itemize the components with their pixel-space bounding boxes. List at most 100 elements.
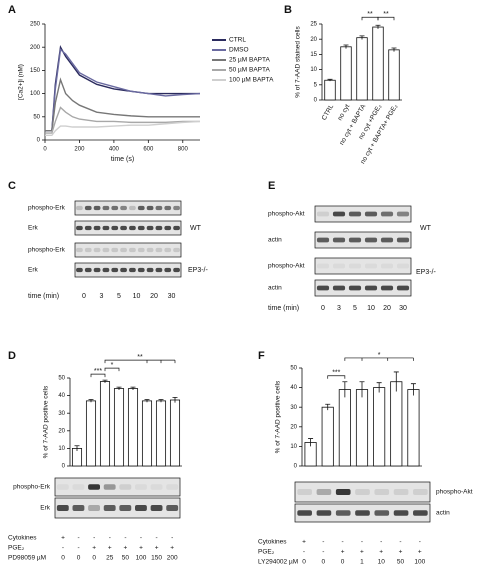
blot-band (380, 237, 394, 243)
error-bar (308, 438, 314, 447)
blot-strip (54, 477, 181, 497)
panel-letter: D (8, 350, 16, 362)
condition-label: LY294002 µM (258, 559, 298, 566)
bar (338, 389, 351, 467)
significance-bracket (104, 367, 120, 372)
blot-band (129, 205, 136, 211)
condition-cell: + (170, 545, 174, 552)
y-axis-label: % of 7-AAD stained cells (295, 25, 302, 97)
blot-band (332, 263, 346, 269)
error-bar (343, 44, 349, 49)
blot-band (316, 263, 330, 269)
y-axis-label: % of 7-AAD positive cells (275, 380, 282, 453)
blot-band (396, 237, 410, 243)
y-tick-label: 20 (290, 424, 297, 430)
error-bar (88, 399, 94, 403)
bar (373, 387, 386, 467)
blot-band (316, 285, 330, 291)
blot-band (146, 247, 154, 253)
bar (340, 46, 352, 101)
condition-cell: - (322, 539, 324, 546)
condition-cell: + (108, 545, 112, 552)
blot-band (137, 267, 145, 273)
y-tick-label: 10 (58, 446, 65, 452)
bar (155, 400, 167, 467)
blot-band (146, 205, 154, 211)
time-value: 5 (353, 305, 357, 312)
condition-cell: - (78, 545, 80, 552)
significance-label: ** (383, 11, 389, 18)
condition-cell: 100 (136, 555, 147, 562)
significance-label: * (378, 352, 381, 359)
blot-band (332, 237, 346, 243)
y-tick-label: 40 (290, 385, 297, 391)
blot-strip (314, 231, 412, 249)
blot-band (76, 205, 83, 211)
blot-band (84, 225, 92, 231)
y-tick-label: 50 (33, 114, 40, 120)
blot-band (93, 267, 101, 273)
error-bar (376, 382, 382, 393)
blot-band (380, 263, 394, 269)
error-bar (391, 47, 397, 52)
blot-band (72, 505, 85, 511)
blot-band (119, 484, 132, 490)
error-bar (327, 78, 333, 82)
bar (99, 381, 111, 467)
blot-band (374, 510, 390, 516)
bar (321, 406, 334, 467)
series-line (45, 106, 200, 134)
y-axis-label: % of 7-AAD positive cells (43, 385, 50, 458)
y-tick-label: 10 (310, 67, 317, 73)
y-tick-label: 15 (310, 52, 317, 58)
blot-band (76, 247, 83, 253)
panel-letter: C (8, 180, 16, 192)
bar (355, 389, 369, 467)
blot-band (150, 505, 163, 511)
condition-cell: 0 (61, 555, 65, 562)
condition-cell: - (124, 535, 126, 542)
condition-cell: 150 (151, 555, 162, 562)
blot-band (102, 225, 110, 231)
blot-band (164, 205, 172, 211)
condition-cell: - (342, 539, 344, 546)
blot-band (396, 263, 410, 269)
blot-band (155, 247, 163, 253)
error-bar (325, 403, 331, 411)
blot-band (137, 205, 145, 211)
condition-cell: - (140, 535, 142, 542)
condition-label: PGE₂ (258, 549, 275, 556)
bar (388, 49, 400, 101)
y-tick-label: 0 (294, 464, 298, 470)
y-tick-label: 40 (58, 393, 65, 399)
blot-band (166, 484, 179, 490)
significance-label: ** (367, 11, 373, 18)
time-value: 20 (383, 305, 391, 312)
significance-bracket (104, 359, 176, 364)
condition-cell: + (399, 549, 403, 556)
blot-band (173, 205, 180, 211)
blot-band (103, 505, 116, 511)
blot-band (413, 489, 428, 495)
condition-cell: - (171, 535, 173, 542)
blot-band (135, 505, 147, 511)
blot-label: phospho-Erk (28, 247, 66, 254)
condition-cell: - (399, 539, 401, 546)
condition-cell: + (418, 549, 422, 556)
condition-cell: + (139, 545, 143, 552)
condition-label: PD98059 µM (8, 555, 46, 562)
blot-band (84, 267, 92, 273)
blot-band (393, 510, 409, 516)
blot-band (355, 510, 370, 516)
condition-cell: 100 (414, 559, 425, 566)
error-bar (342, 381, 348, 398)
condition-cell: + (124, 545, 128, 552)
blot-strip (294, 481, 431, 503)
y-tick-label: 50 (290, 366, 297, 372)
condition-cell: + (61, 535, 65, 542)
condition-cell: - (156, 535, 158, 542)
condition-cell: - (62, 545, 64, 552)
blot-band (137, 247, 145, 253)
blot-band (332, 211, 346, 217)
group-label: WT (420, 225, 432, 232)
